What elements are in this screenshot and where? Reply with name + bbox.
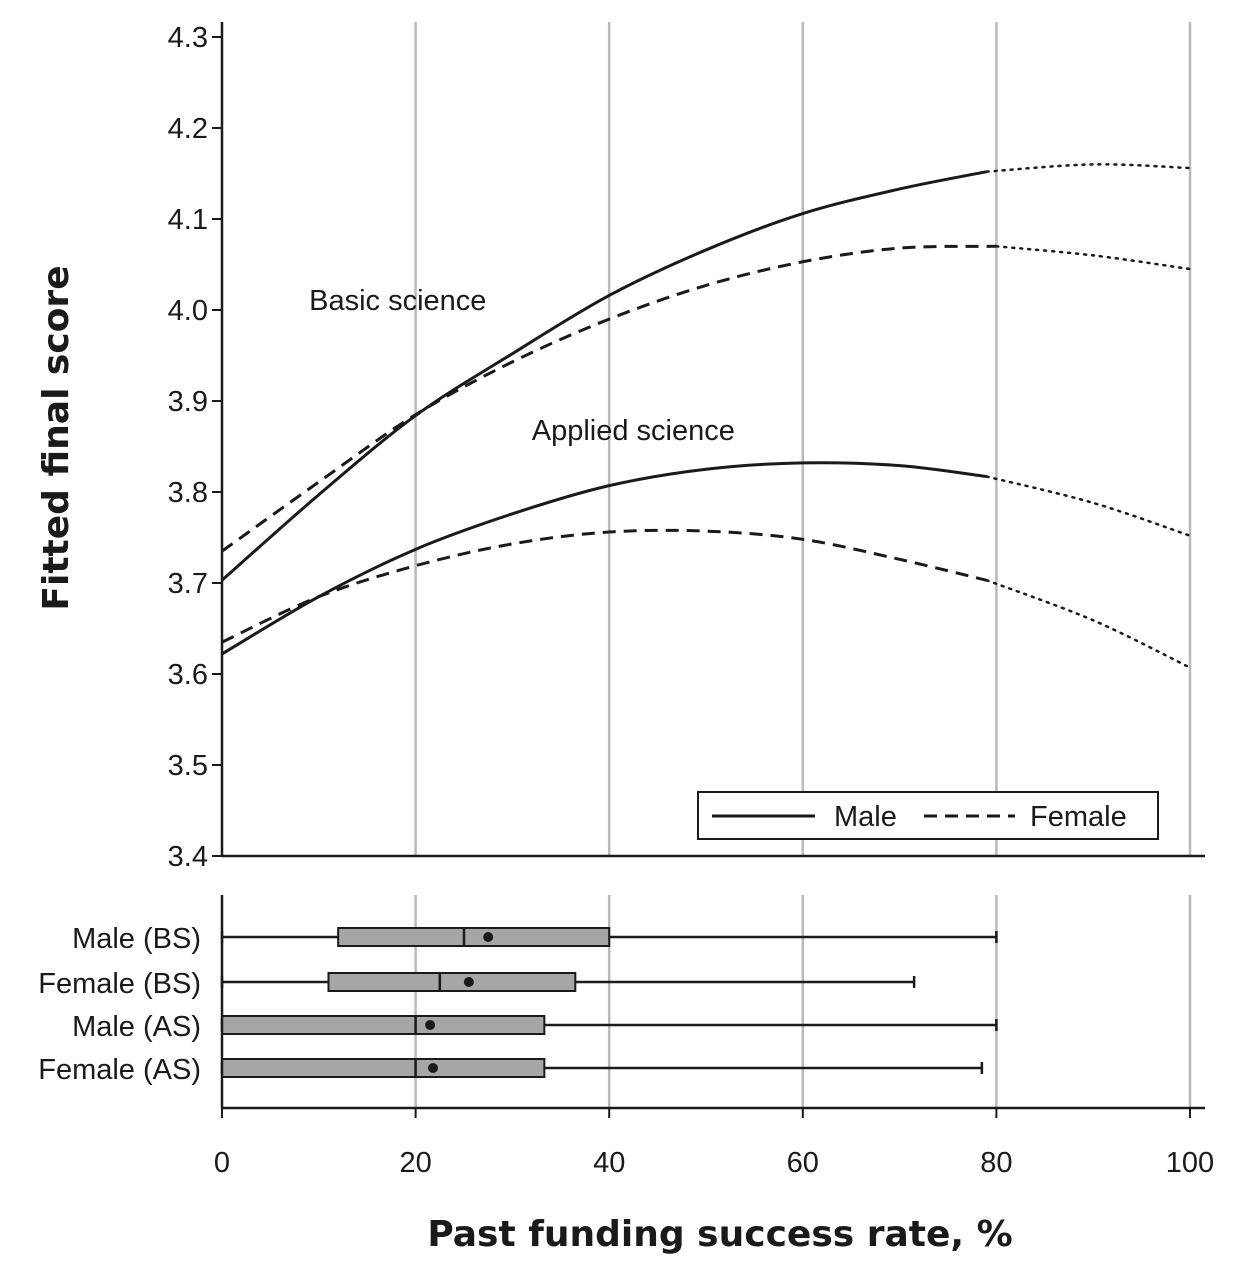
axes <box>212 22 1205 1118</box>
grid-lines <box>414 22 1192 1108</box>
y-tick-label: 3.6 <box>168 659 208 691</box>
x-tick-label: 100 <box>1166 1147 1214 1179</box>
boxplot-mean <box>428 1063 439 1073</box>
tick-labels: 3.4 3.5 3.6 3.7 3.8 3.9 4.0 4.1 4.2 4.3 0 20 40 60 80 1… <box>168 22 1215 1179</box>
curve-applied-science-female <box>221 528 988 644</box>
legend-label-male: Male <box>834 801 897 833</box>
curves <box>221 163 1192 669</box>
y-tick-label: 4.1 <box>168 204 208 236</box>
y-tick-label: 4.3 <box>168 22 208 54</box>
x-tick-label: 80 <box>980 1147 1012 1179</box>
y-axis-title: Fitted final score <box>36 265 77 610</box>
y-tick-label: 3.9 <box>168 386 208 418</box>
boxplot-label: Male (BS) <box>72 923 201 955</box>
x-tick-label: 60 <box>787 1147 819 1179</box>
x-axis-title: Past funding success rate, % <box>427 1214 1012 1255</box>
y-tick-label: 4.2 <box>168 113 208 145</box>
curve-basic-science-female-extrapolated <box>995 245 1192 271</box>
curve-applied-science-male <box>221 461 987 656</box>
y-tick-label: 3.7 <box>168 568 208 600</box>
y-tick-label: 3.5 <box>168 750 208 782</box>
x-tick-label: 0 <box>214 1147 230 1179</box>
curve-basic-science-male-extrapolated <box>985 163 1192 173</box>
curve-basic-science-male <box>221 170 988 582</box>
boxplot-mean <box>483 932 494 942</box>
boxplot-label: Female (BS) <box>38 968 201 1000</box>
boxplots: Male (BS) Female (BS) Male (AS) Female (AS) <box>38 923 998 1086</box>
x-tick-label: 40 <box>593 1147 625 1179</box>
y-tick-label: 3.4 <box>168 841 208 873</box>
curve-basic-science-female <box>221 244 997 553</box>
x-tick-label: 20 <box>399 1147 431 1179</box>
boxplot-mean <box>425 1020 436 1030</box>
boxplot-label: Female (AS) <box>38 1054 201 1086</box>
boxplot-mean <box>463 977 474 987</box>
curve-applied-science-female-extrapolated <box>985 579 1192 669</box>
curve-applied-science-male-extrapolated <box>985 475 1192 537</box>
boxplot-box <box>337 927 611 947</box>
legend-label-female: Female <box>1030 801 1127 833</box>
y-tick-label: 3.8 <box>168 477 208 509</box>
boxplot-box <box>221 1058 546 1078</box>
annotation-basic-science: Basic science <box>309 285 486 317</box>
annotation-applied-science: Applied science <box>532 415 735 447</box>
boxplot-box <box>221 1015 546 1035</box>
legend: Male Female <box>697 791 1159 840</box>
boxplot-label: Male (AS) <box>72 1011 201 1043</box>
boxplot-box <box>327 972 577 992</box>
y-tick-label: 4.0 <box>168 295 208 327</box>
